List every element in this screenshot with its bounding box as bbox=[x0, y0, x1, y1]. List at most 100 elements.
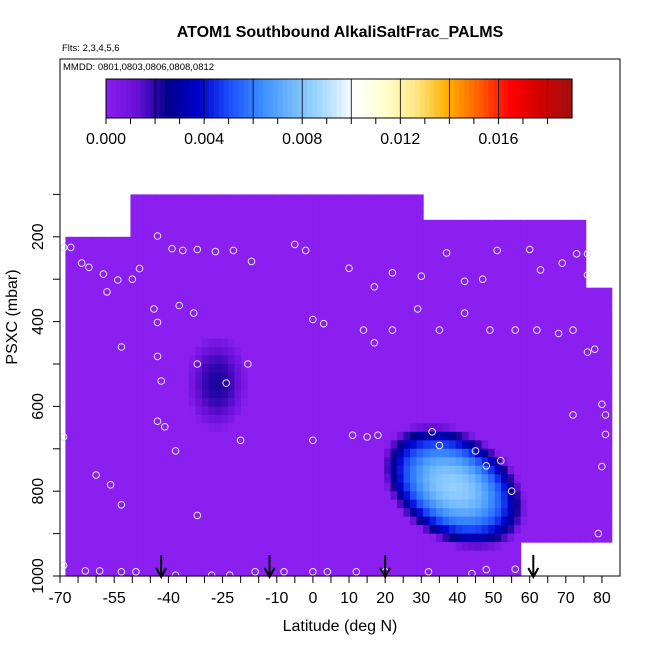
heatmap-cell bbox=[481, 465, 489, 475]
heatmap-cell bbox=[592, 389, 600, 399]
heatmap-cell bbox=[267, 423, 275, 433]
heatmap-cell bbox=[501, 304, 509, 314]
heatmap-cell bbox=[572, 397, 580, 407]
heatmap-cell bbox=[475, 457, 483, 467]
heatmap-cell bbox=[449, 465, 457, 475]
heatmap-cell bbox=[345, 567, 353, 577]
heatmap-cell bbox=[345, 491, 353, 501]
heatmap-cell bbox=[390, 372, 398, 382]
heatmap-cell bbox=[455, 567, 463, 577]
heatmap-cell bbox=[214, 287, 223, 297]
heatmap-cell bbox=[351, 219, 359, 229]
heatmap-cell bbox=[488, 270, 496, 280]
heatmap-cell bbox=[254, 499, 262, 509]
heatmap-cell bbox=[260, 533, 268, 543]
heatmap-cell bbox=[429, 364, 437, 374]
heatmap-cell bbox=[260, 465, 268, 475]
heatmap-cell bbox=[351, 279, 359, 289]
heatmap-cell bbox=[123, 262, 132, 272]
heatmap-cell bbox=[91, 262, 99, 272]
heatmap-cell bbox=[501, 397, 509, 407]
heatmap-cell bbox=[475, 423, 483, 433]
heatmap-cell bbox=[488, 423, 496, 433]
heatmap-cell bbox=[234, 202, 242, 212]
heatmap-cell bbox=[104, 465, 112, 475]
heatmap-cell bbox=[273, 406, 281, 416]
heatmap-cell bbox=[416, 279, 424, 289]
heatmap-cell bbox=[78, 330, 86, 340]
heatmap-cell bbox=[162, 236, 171, 246]
heatmap-cell bbox=[449, 347, 457, 357]
heatmap-cell bbox=[306, 236, 314, 246]
heatmap-cell bbox=[358, 440, 366, 450]
heatmap-cell bbox=[267, 304, 275, 314]
heatmap-cell bbox=[91, 330, 99, 340]
heatmap-cell bbox=[188, 253, 197, 263]
sample-marker bbox=[222, 379, 230, 387]
heatmap-cell bbox=[182, 321, 190, 331]
heatmap-cell bbox=[462, 431, 470, 441]
heatmap-cell bbox=[325, 482, 333, 492]
heatmap-cell bbox=[169, 330, 177, 340]
heatmap-cell bbox=[390, 389, 398, 399]
heatmap-cell bbox=[299, 219, 307, 229]
heatmap-cell bbox=[488, 304, 496, 314]
heatmap-cell bbox=[306, 525, 314, 535]
heatmap-cell bbox=[475, 389, 483, 399]
heatmap-cell bbox=[553, 304, 561, 314]
x-tick-label: 60 bbox=[521, 590, 539, 607]
heatmap-cell bbox=[117, 423, 125, 433]
heatmap-cell bbox=[371, 465, 379, 475]
heatmap-cell bbox=[345, 406, 353, 416]
heatmap-cell bbox=[540, 330, 548, 340]
heatmap-cell bbox=[110, 431, 119, 441]
heatmap-cell bbox=[91, 364, 99, 374]
heatmap-cell bbox=[273, 567, 281, 577]
heatmap-cell bbox=[527, 270, 535, 280]
heatmap-cell bbox=[566, 431, 574, 441]
heatmap-cell bbox=[123, 431, 132, 441]
heatmap-cell bbox=[546, 355, 554, 365]
heatmap-cell bbox=[84, 533, 93, 543]
heatmap-cell bbox=[514, 338, 522, 348]
heatmap-cell bbox=[488, 431, 496, 441]
heatmap-cell bbox=[104, 474, 112, 484]
heatmap-cell bbox=[559, 355, 567, 365]
heatmap-cell bbox=[390, 321, 398, 331]
heatmap-cell bbox=[182, 338, 190, 348]
colorbar-segment bbox=[189, 79, 195, 118]
heatmap-cell bbox=[351, 228, 359, 238]
heatmap-cell bbox=[84, 313, 93, 323]
heatmap-cell bbox=[299, 389, 307, 399]
heatmap-cell bbox=[533, 338, 541, 348]
heatmap-cell bbox=[84, 559, 93, 569]
heatmap-cell bbox=[312, 330, 320, 340]
heatmap-cell bbox=[267, 253, 275, 263]
colorbar-segment bbox=[159, 79, 166, 118]
heatmap-cell bbox=[377, 525, 385, 535]
heatmap-cell bbox=[585, 465, 593, 475]
heatmap-cell bbox=[286, 313, 294, 323]
heatmap-cell bbox=[390, 313, 398, 323]
heatmap-cell bbox=[156, 559, 164, 569]
heatmap-cell bbox=[214, 279, 223, 289]
heatmap-cell bbox=[332, 202, 340, 212]
heatmap-cell bbox=[540, 355, 548, 365]
heatmap-cell bbox=[345, 194, 353, 204]
heatmap-cell bbox=[234, 550, 242, 560]
heatmap-cell bbox=[117, 287, 125, 297]
heatmap-cell bbox=[325, 219, 333, 229]
heatmap-cell bbox=[390, 559, 398, 569]
heatmap-cell bbox=[377, 465, 385, 475]
sample-marker bbox=[601, 411, 610, 419]
heatmap-cell bbox=[201, 313, 210, 323]
heatmap-cell bbox=[117, 304, 125, 314]
sample-marker bbox=[103, 288, 111, 296]
heatmap-cell bbox=[481, 372, 489, 382]
heatmap-cell bbox=[299, 321, 307, 331]
heatmap-cell bbox=[358, 448, 366, 458]
heatmap-cell bbox=[84, 347, 93, 357]
heatmap-cell bbox=[494, 550, 502, 560]
heatmap-cell bbox=[306, 448, 314, 458]
heatmap-cell bbox=[455, 457, 463, 467]
